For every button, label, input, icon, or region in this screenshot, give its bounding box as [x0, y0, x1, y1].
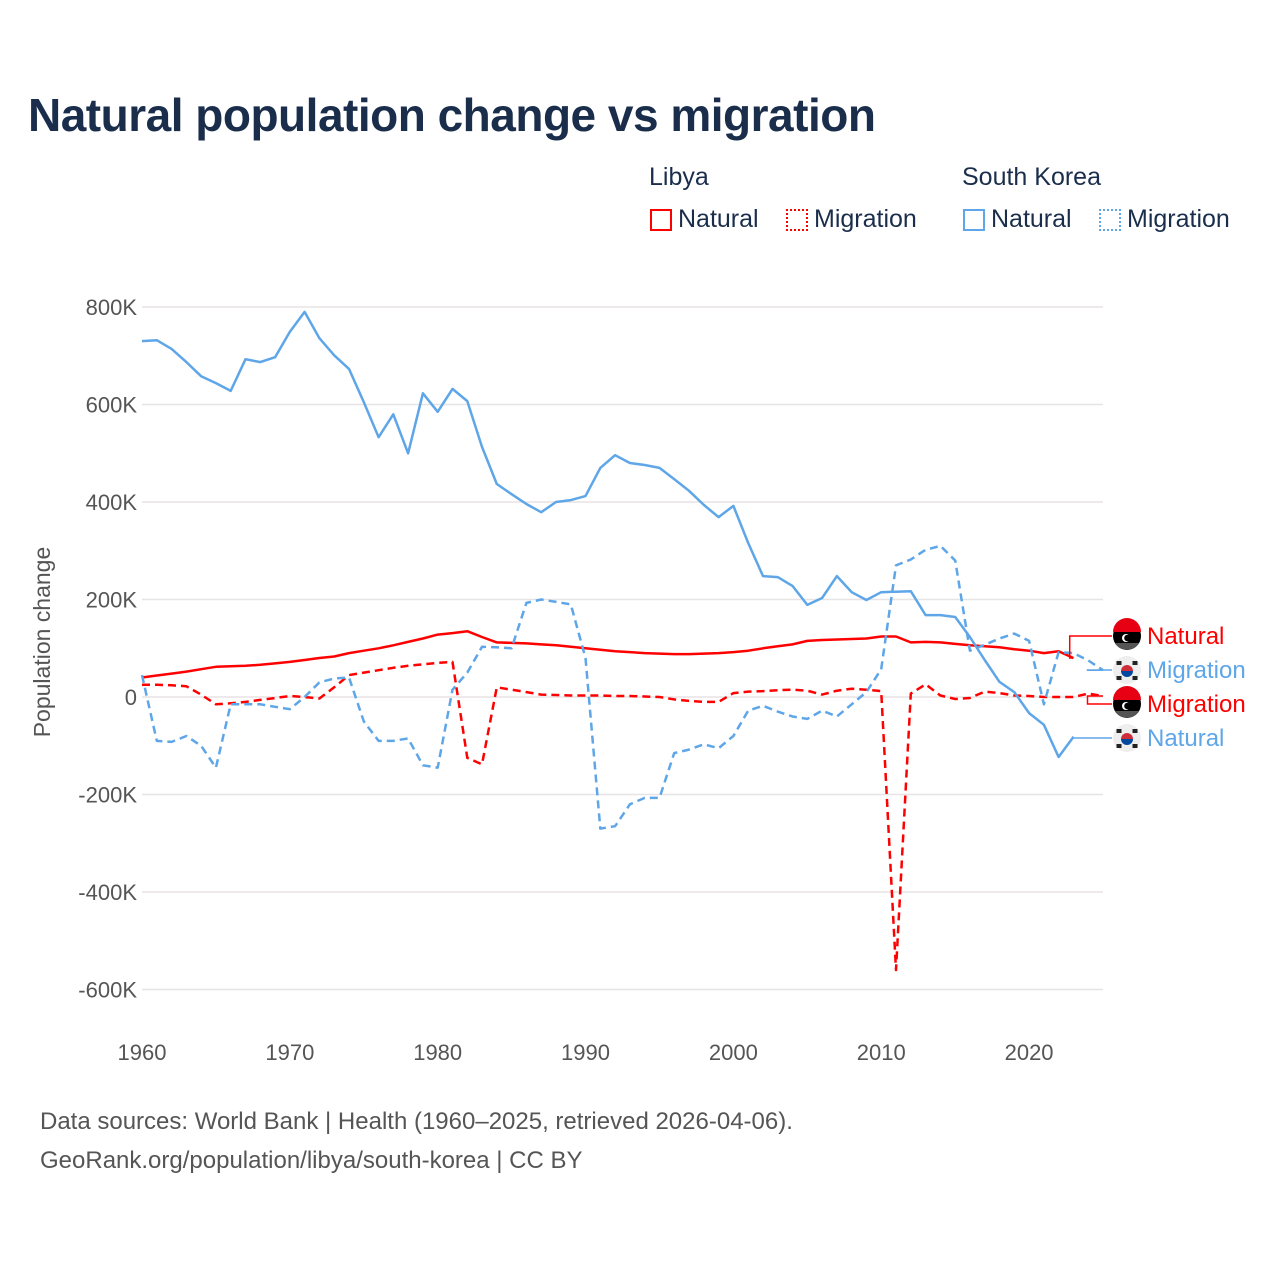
- end-label-connector: [1068, 635, 1112, 659]
- x-tick-label: 1960: [118, 1040, 167, 1065]
- y-tick-label: -600K: [78, 978, 137, 1003]
- y-tick-label: -400K: [78, 880, 137, 905]
- legend-libya-migration[interactable]: Migration: [786, 205, 917, 234]
- series-line-south-korea-natural: [141, 310, 1075, 759]
- footer-sources: Data sources: World Bank | Health (1960–…: [40, 1108, 793, 1135]
- south-korea-flag-icon: [1113, 656, 1141, 684]
- legend-label: Natural: [991, 205, 1072, 233]
- legend-group-libya: Libya: [649, 163, 709, 191]
- trigram: [1116, 676, 1122, 680]
- libya-flag-icon: [1113, 618, 1141, 650]
- taegeuk-blue: [1121, 739, 1133, 745]
- taegeuk-red: [1121, 665, 1133, 671]
- x-tick-label: 1990: [561, 1040, 610, 1065]
- south-korea-flag-icon: [1113, 724, 1141, 752]
- libya-flag-icon: [1113, 686, 1141, 718]
- legend-swatch-dotted-icon: [1099, 208, 1121, 231]
- trigram: [1132, 744, 1138, 748]
- legend-swatch-solid-icon: [650, 208, 672, 231]
- trigram: [1132, 729, 1138, 733]
- crescent-cut: [1124, 634, 1131, 642]
- end-label: Natural: [1147, 725, 1224, 752]
- legend-label: Natural: [678, 205, 759, 233]
- flag-red-band: [1113, 618, 1141, 632]
- chart-title: Natural population change vs migration: [28, 89, 876, 141]
- end-label-connector: [1086, 695, 1112, 705]
- trigram: [1132, 676, 1138, 680]
- taegeuk-blue: [1121, 671, 1133, 677]
- trigram: [1116, 661, 1122, 665]
- flag-red-band: [1113, 686, 1141, 700]
- series-line-libya-migration: [142, 660, 1104, 972]
- y-tick-label: 400K: [86, 490, 138, 515]
- end-label: Migration: [1147, 657, 1246, 684]
- x-tick-label: 2000: [709, 1040, 758, 1065]
- flag-green-band: [1115, 711, 1139, 718]
- legend-swatch-solid-icon: [963, 208, 985, 231]
- flag-green-band: [1115, 643, 1139, 650]
- y-axis-label: Population change: [29, 547, 55, 738]
- y-tick-label: 600K: [86, 393, 138, 418]
- legend-south-korea-migration[interactable]: Migration: [1099, 205, 1230, 234]
- trigram: [1116, 729, 1122, 733]
- x-tick-label: 1980: [413, 1040, 462, 1065]
- legend-group-south-korea: South Korea: [962, 163, 1101, 191]
- end-label: Migration: [1147, 691, 1246, 718]
- legend-south-korea-natural[interactable]: Natural: [963, 205, 1072, 234]
- taegeuk-red: [1121, 733, 1133, 739]
- crescent-cut: [1124, 702, 1131, 710]
- end-label-connector: [1071, 736, 1112, 739]
- series-line-south-korea-migration: [140, 544, 1104, 830]
- x-tick-label: 1970: [265, 1040, 314, 1065]
- y-tick-label: 800K: [86, 295, 138, 320]
- trigram: [1116, 744, 1122, 748]
- legend-label: Migration: [1127, 205, 1230, 233]
- trigram: [1132, 661, 1138, 665]
- y-tick-label: 200K: [86, 588, 138, 613]
- legend-swatch-dotted-icon: [786, 208, 808, 231]
- x-tick-label: 2020: [1005, 1040, 1054, 1065]
- series-line-libya-natural: [141, 629, 1074, 679]
- end-label: Natural: [1147, 623, 1224, 650]
- y-tick-label: 0: [125, 685, 137, 710]
- x-tick-label: 2010: [857, 1040, 906, 1065]
- legend-libya-natural[interactable]: Natural: [650, 205, 759, 234]
- y-tick-label: -200K: [78, 783, 137, 808]
- legend-label: Migration: [814, 205, 917, 233]
- footer-attribution: GeoRank.org/population/libya/south-korea…: [40, 1147, 583, 1174]
